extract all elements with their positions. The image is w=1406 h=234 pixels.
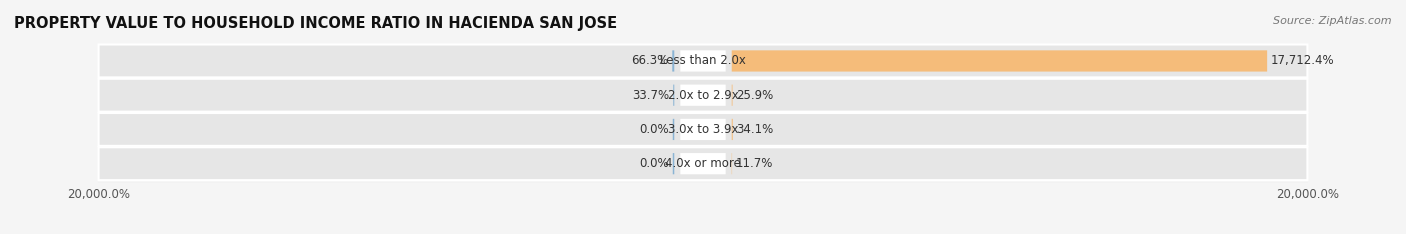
FancyBboxPatch shape [672,119,675,140]
FancyBboxPatch shape [681,50,725,72]
Text: 2.0x to 2.9x: 2.0x to 2.9x [668,89,738,102]
FancyBboxPatch shape [98,113,1308,146]
FancyBboxPatch shape [98,79,1308,112]
FancyBboxPatch shape [731,50,1267,72]
Text: Less than 2.0x: Less than 2.0x [659,55,747,67]
Text: 0.0%: 0.0% [640,157,669,170]
Text: PROPERTY VALUE TO HOUSEHOLD INCOME RATIO IN HACIENDA SAN JOSE: PROPERTY VALUE TO HOUSEHOLD INCOME RATIO… [14,16,617,31]
FancyBboxPatch shape [98,44,1308,77]
Text: 25.9%: 25.9% [737,89,773,102]
Text: 34.1%: 34.1% [737,123,773,136]
Text: 3.0x to 3.9x: 3.0x to 3.9x [668,123,738,136]
Text: 4.0x or more: 4.0x or more [665,157,741,170]
Text: 66.3%: 66.3% [631,55,669,67]
Text: 17,712.4%: 17,712.4% [1271,55,1334,67]
FancyBboxPatch shape [672,50,675,72]
Text: 11.7%: 11.7% [735,157,773,170]
FancyBboxPatch shape [681,153,725,174]
FancyBboxPatch shape [98,147,1308,180]
Text: 33.7%: 33.7% [633,89,669,102]
FancyBboxPatch shape [681,84,725,106]
Text: 0.0%: 0.0% [640,123,669,136]
FancyBboxPatch shape [672,153,675,174]
Text: Source: ZipAtlas.com: Source: ZipAtlas.com [1274,16,1392,26]
FancyBboxPatch shape [681,119,725,140]
